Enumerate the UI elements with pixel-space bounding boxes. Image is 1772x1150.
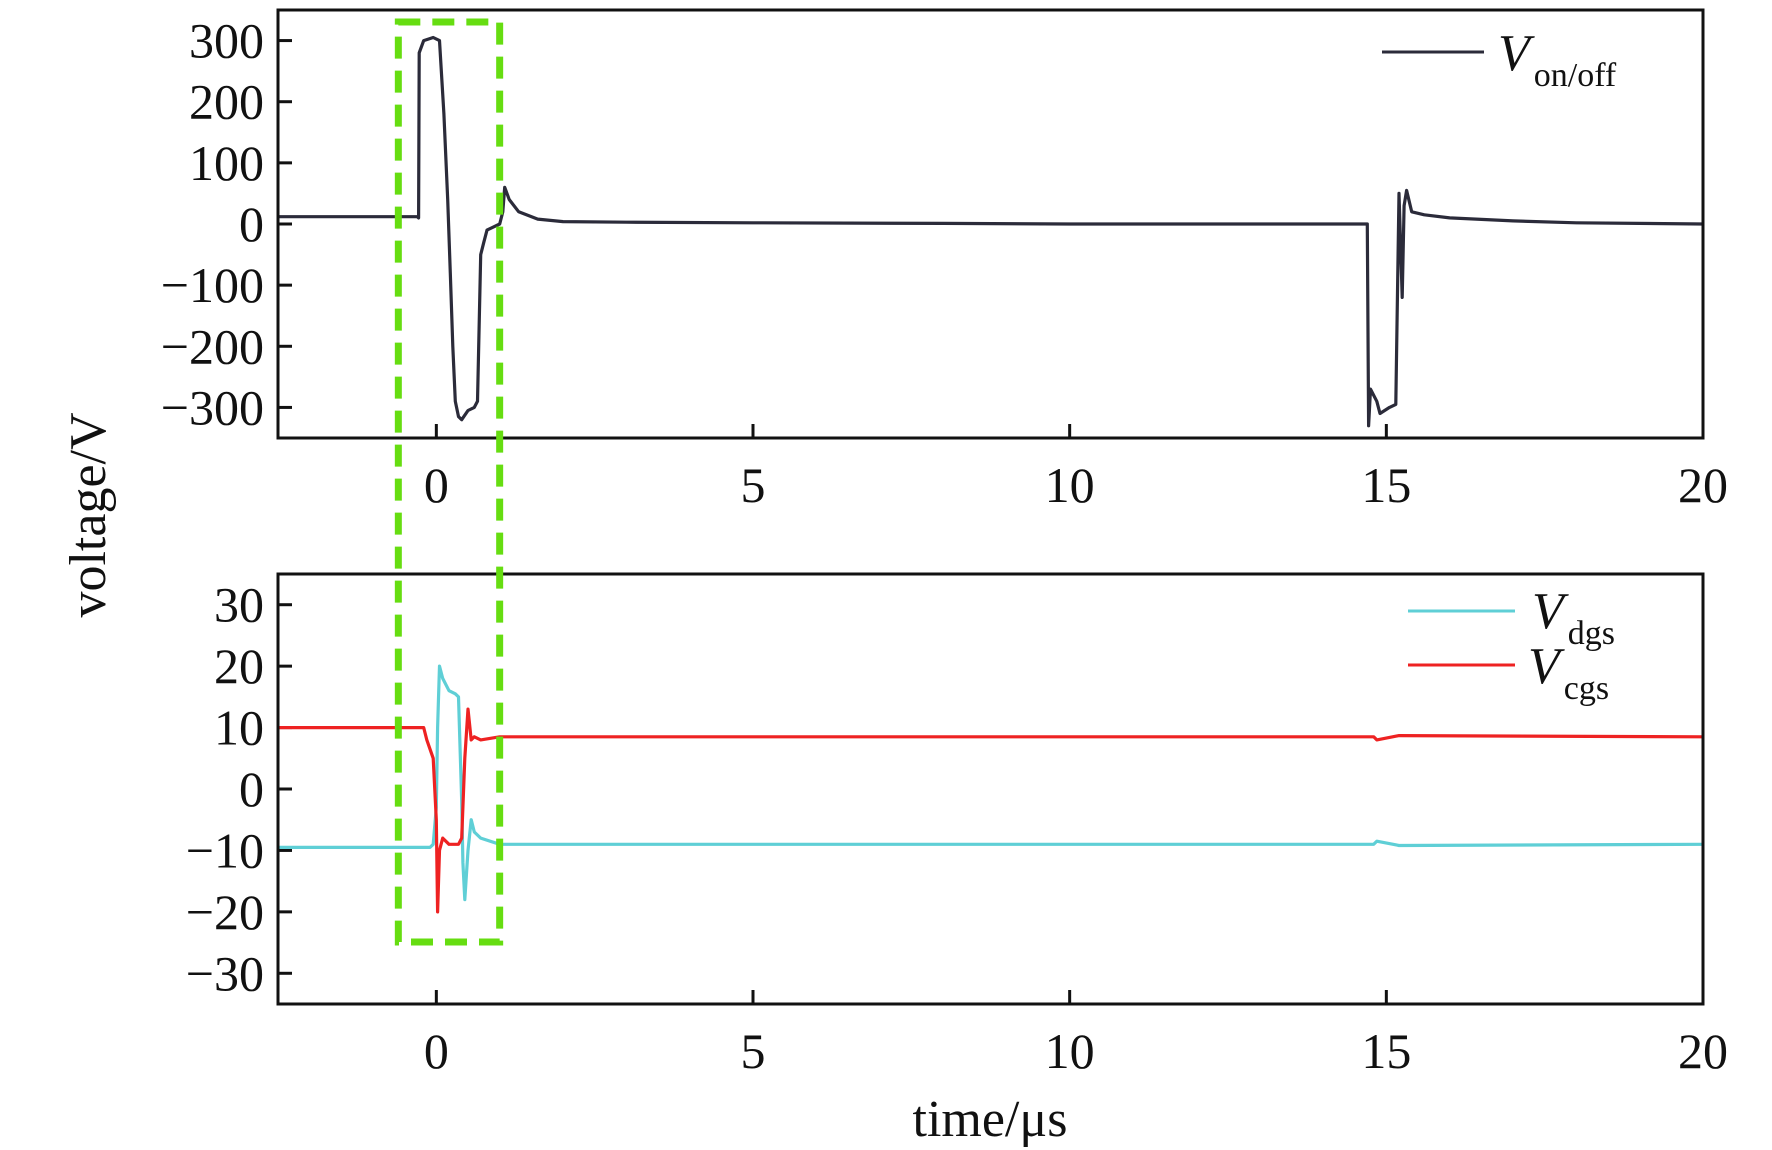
y-tick-label: −100	[161, 257, 264, 313]
x-tick-label: 0	[424, 457, 449, 513]
series-line-dgs	[278, 664, 1704, 902]
y-axis-title: voltage/V	[60, 412, 117, 617]
bottom-series	[278, 664, 1704, 914]
x-tick-label: 20	[1678, 1023, 1728, 1079]
y-tick-label: −20	[186, 884, 264, 940]
x-tick-label: 15	[1361, 457, 1411, 513]
x-tick-label: 10	[1045, 457, 1095, 513]
y-tick-label: 300	[189, 13, 264, 69]
x-tick-label: 10	[1045, 1023, 1095, 1079]
x-tick-label: 5	[741, 1023, 766, 1079]
y-tick-label: 10	[214, 700, 264, 756]
y-tick-label: 0	[239, 761, 264, 817]
x-tick-label: 5	[741, 457, 766, 513]
y-tick-label: 20	[214, 638, 264, 694]
y-tick-label: 0	[239, 196, 264, 252]
y-tick-label: 30	[214, 577, 264, 633]
y-tick-label: 100	[189, 135, 264, 191]
top-plot-frame	[276, 8, 1705, 440]
x-tick-label: 20	[1678, 457, 1728, 513]
y-tick-label: −10	[186, 822, 264, 878]
top-series	[278, 35, 1704, 428]
y-tick-label: 200	[189, 74, 264, 130]
series-line-cgs	[278, 707, 1704, 914]
bottom-plot-frame	[276, 572, 1705, 1006]
x-axis-title: time/μs	[913, 1091, 1068, 1148]
x-tick-label: 0	[424, 1023, 449, 1079]
series-line-on-off	[278, 35, 1704, 428]
highlight-box	[394, 18, 504, 946]
y-tick-label: −200	[161, 318, 264, 374]
y-tick-label: −300	[161, 379, 264, 435]
y-tick-label: −30	[186, 945, 264, 1001]
x-tick-label: 15	[1361, 1023, 1411, 1079]
